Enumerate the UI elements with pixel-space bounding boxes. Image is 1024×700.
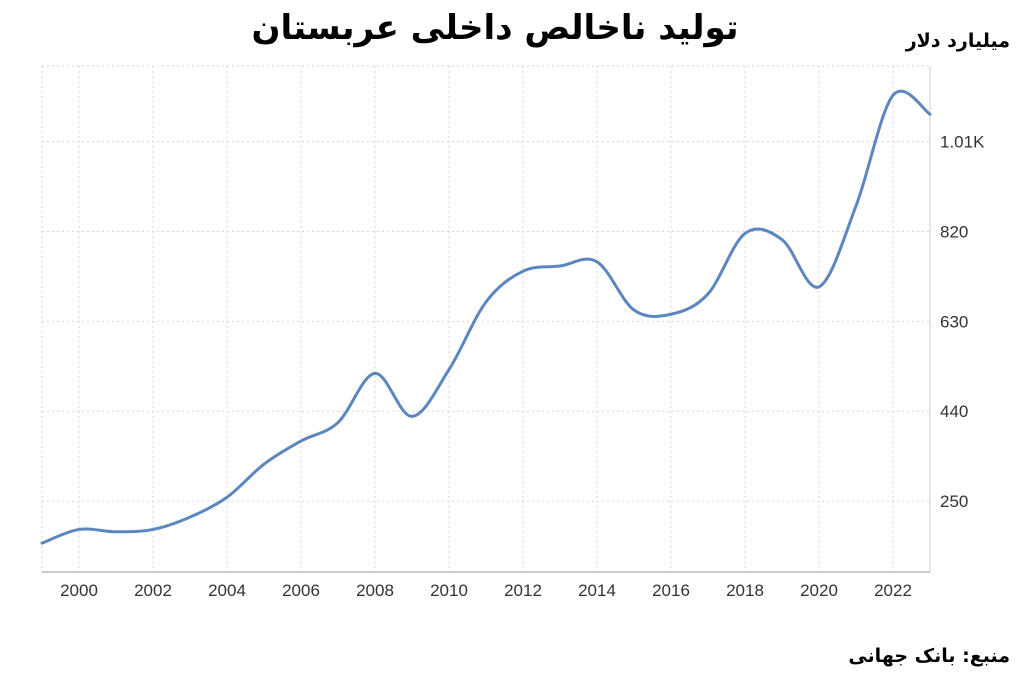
data-point bbox=[225, 495, 229, 499]
data-point bbox=[336, 421, 340, 425]
x-tick-label: 2022 bbox=[874, 581, 912, 600]
data-point bbox=[891, 93, 895, 97]
data-point bbox=[558, 264, 562, 268]
gdp-series-line bbox=[40, 89, 932, 545]
series-layer bbox=[40, 89, 932, 545]
x-tick-label: 2008 bbox=[356, 581, 394, 600]
data-point bbox=[854, 204, 858, 208]
tick-labels: 2000 2002 2004 2006 2008 2010 2012 2014 2016 2018… bbox=[60, 133, 985, 600]
y-tick-label: 1.01K bbox=[940, 133, 985, 152]
chart-title: تولید ناخالص داخلی عربستان bbox=[251, 8, 739, 48]
data-point bbox=[262, 462, 266, 466]
data-point bbox=[484, 300, 488, 304]
x-tick-label: 2012 bbox=[504, 581, 542, 600]
grid-lines bbox=[41, 65, 930, 572]
x-tick-label: 2020 bbox=[800, 581, 838, 600]
data-point bbox=[595, 260, 599, 264]
data-point bbox=[447, 368, 451, 372]
data-point bbox=[817, 285, 821, 289]
y-tick-label: 820 bbox=[940, 223, 968, 242]
x-tick-label: 2014 bbox=[578, 581, 616, 600]
y-tick-label: 250 bbox=[940, 492, 968, 511]
data-point bbox=[706, 292, 710, 296]
data-point bbox=[151, 527, 155, 531]
data-point bbox=[40, 541, 44, 545]
axes bbox=[42, 66, 931, 573]
x-tick-label: 2006 bbox=[282, 581, 320, 600]
x-tick-label: 2002 bbox=[134, 581, 172, 600]
y-tick-label: 440 bbox=[940, 402, 968, 421]
data-point bbox=[632, 308, 636, 312]
data-point bbox=[743, 231, 747, 235]
data-point bbox=[780, 238, 784, 242]
data-point bbox=[410, 414, 414, 418]
data-point bbox=[188, 515, 192, 519]
data-point bbox=[77, 527, 81, 531]
source-note: منبع: بانک جهانی bbox=[848, 645, 1010, 667]
y-axis-unit-label: میلیارد دلار bbox=[905, 30, 1010, 52]
data-point bbox=[669, 312, 673, 316]
data-point bbox=[928, 112, 932, 116]
data-point bbox=[521, 269, 525, 273]
data-point bbox=[373, 371, 377, 375]
x-tick-label: 2004 bbox=[208, 581, 246, 600]
x-tick-label: 2018 bbox=[726, 581, 764, 600]
y-tick-label: 630 bbox=[940, 312, 968, 331]
x-tick-label: 2016 bbox=[652, 581, 690, 600]
x-tick-label: 2000 bbox=[60, 581, 98, 600]
x-tick-label: 2010 bbox=[430, 581, 468, 600]
data-point bbox=[114, 530, 118, 534]
data-point bbox=[299, 439, 303, 443]
